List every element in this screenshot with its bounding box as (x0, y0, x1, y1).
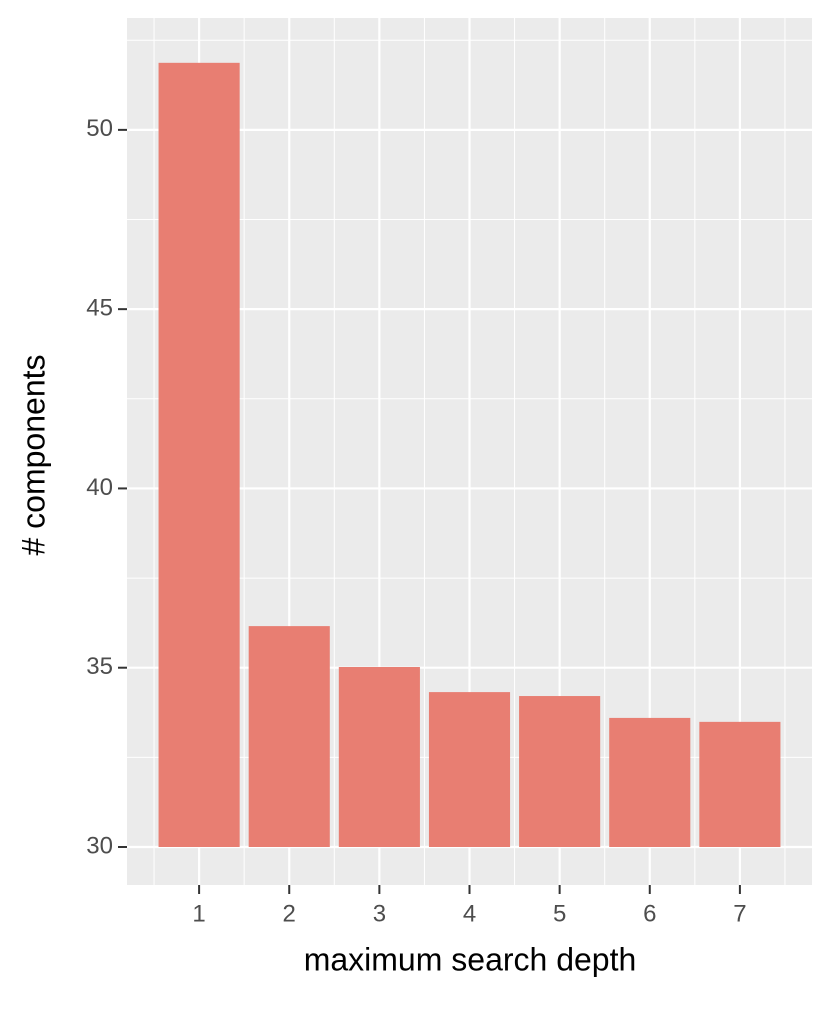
x-tick-label: 7 (733, 900, 746, 927)
bar (699, 721, 781, 847)
x-tick-label: 6 (643, 900, 656, 927)
x-axis-title: maximum search depth (304, 941, 637, 977)
bar (338, 666, 420, 847)
y-tick-label: 40 (86, 474, 113, 501)
x-tick-label: 5 (553, 900, 566, 927)
bar (248, 626, 330, 847)
y-tick-label: 50 (86, 115, 113, 142)
y-tick-label: 35 (86, 653, 113, 680)
y-tick-label: 30 (86, 832, 113, 859)
bar (158, 62, 240, 847)
y-axis-title: # components (15, 354, 51, 555)
x-tick-label: 3 (373, 900, 386, 927)
y-tick-label: 45 (86, 294, 113, 321)
x-tick-label: 1 (192, 900, 205, 927)
x-tick-label: 4 (463, 900, 476, 927)
x-tick-label: 2 (283, 900, 296, 927)
bar (609, 717, 691, 847)
bar (519, 696, 601, 847)
bar (428, 692, 511, 847)
